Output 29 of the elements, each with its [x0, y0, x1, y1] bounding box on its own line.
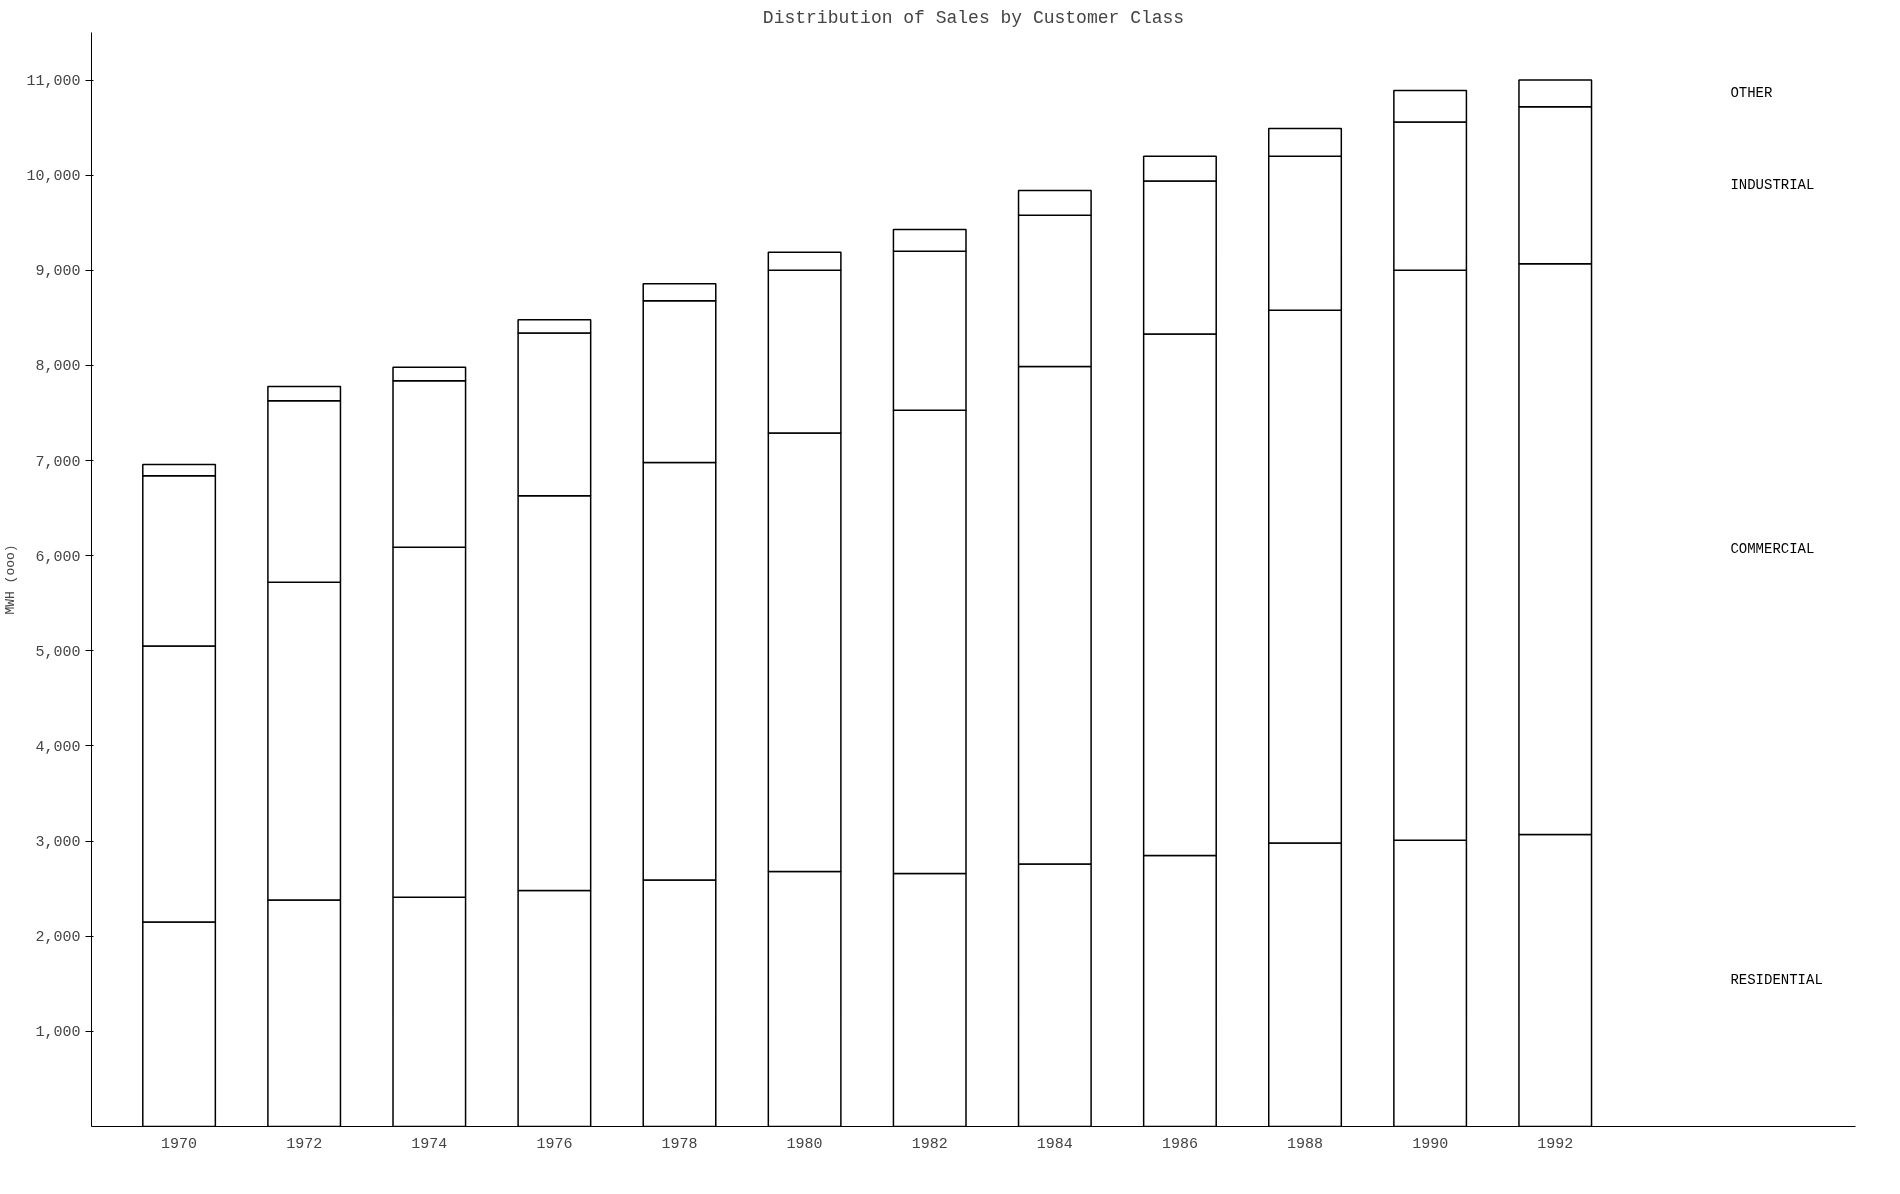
y-tick-label: 2,000 — [35, 929, 81, 947]
chart-title: Distribution of Sales by Customer Class — [762, 7, 1185, 28]
y-tick-label: 10,000 — [26, 168, 81, 186]
y-tick-label: 5,000 — [35, 643, 81, 661]
x-tick-label: 1984 — [1036, 1135, 1073, 1153]
x-tick-label: 1970 — [161, 1135, 198, 1153]
x-tick-label: 1974 — [411, 1135, 448, 1153]
text: OTHER — [1730, 85, 1773, 102]
y-axis-title: MWH (ooo) — [3, 544, 19, 615]
text: COMMERCIAL — [1730, 541, 1815, 558]
x-tick-label: 1986 — [1161, 1135, 1198, 1153]
y-tick-label: 8,000 — [35, 358, 81, 376]
x-tick-label: 1976 — [536, 1135, 573, 1153]
x-tick-label: 1972 — [286, 1135, 323, 1153]
y-tick-label: 7,000 — [35, 453, 81, 471]
x-tick-label: 1980 — [786, 1135, 823, 1153]
y-tick-label: 1,000 — [35, 1024, 81, 1042]
y-tick-label: 4,000 — [35, 738, 81, 756]
text: RESIDENTIAL — [1730, 972, 1823, 989]
y-tick-label: 9,000 — [35, 263, 81, 281]
x-tick-label: 1990 — [1412, 1135, 1449, 1153]
x-tick-label: 1978 — [661, 1135, 698, 1153]
y-tick-label: 6,000 — [35, 548, 81, 566]
y-tick-label: 11,000 — [26, 73, 81, 91]
text: INDUSTRIAL — [1730, 177, 1815, 194]
y-tick-label: 3,000 — [35, 834, 81, 852]
x-tick-label: 1982 — [911, 1135, 948, 1153]
x-tick-label: 1992 — [1537, 1135, 1574, 1153]
x-tick-label: 1988 — [1287, 1135, 1324, 1153]
